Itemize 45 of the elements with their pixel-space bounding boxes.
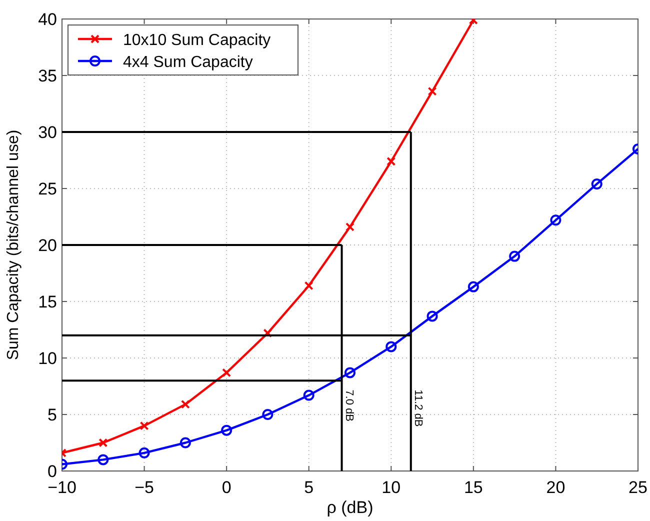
point [180,437,191,448]
y-tick-label: 5 [48,406,57,424]
y-tick-label: 15 [38,292,57,312]
x-tick-label: −10 [48,478,76,497]
ref-line-label: 11.2 dB [412,390,424,427]
x-tick-label: 5 [304,478,314,497]
point [98,438,108,448]
point [428,86,437,96]
point [386,156,396,166]
x-tick-label: 20 [546,478,566,497]
y-tick-label: 35 [38,66,57,86]
x-tick-label: −5 [134,478,154,497]
point [138,447,150,458]
point [140,421,149,430]
point [262,409,274,420]
y-tick-label: 40 [38,10,57,29]
y-tick-label: 0 [48,462,57,481]
point [263,328,272,338]
point [344,367,356,378]
point [303,390,314,401]
y-tick-label: 30 [38,123,57,142]
ref-line-label: 7.0 dB [342,390,355,422]
legend-label: 4x4 Sum Capacity [123,54,253,71]
x-tick-label: 0 [222,478,232,497]
y-axis-title: Sum Capacity (bits/channel use) [5,130,22,360]
point [591,178,602,190]
point [550,214,562,226]
point [468,281,479,292]
x-tick-label: 25 [628,478,648,497]
x-axis-title: ρ (dB) [326,498,374,517]
x-tick-label: 15 [464,478,483,497]
legend-label: 10x10 Sum Capacity [123,32,271,49]
point [221,424,232,436]
point [180,400,190,409]
point [346,222,354,232]
y-tick-label: 20 [38,236,57,255]
point [98,454,109,466]
y-tick-label: 25 [38,180,57,198]
point [304,281,314,290]
y-tick-label: 10 [38,349,57,368]
point [222,368,232,378]
point [426,310,438,322]
point [386,341,397,352]
x-tick-label: 10 [382,478,401,497]
point [509,250,520,262]
